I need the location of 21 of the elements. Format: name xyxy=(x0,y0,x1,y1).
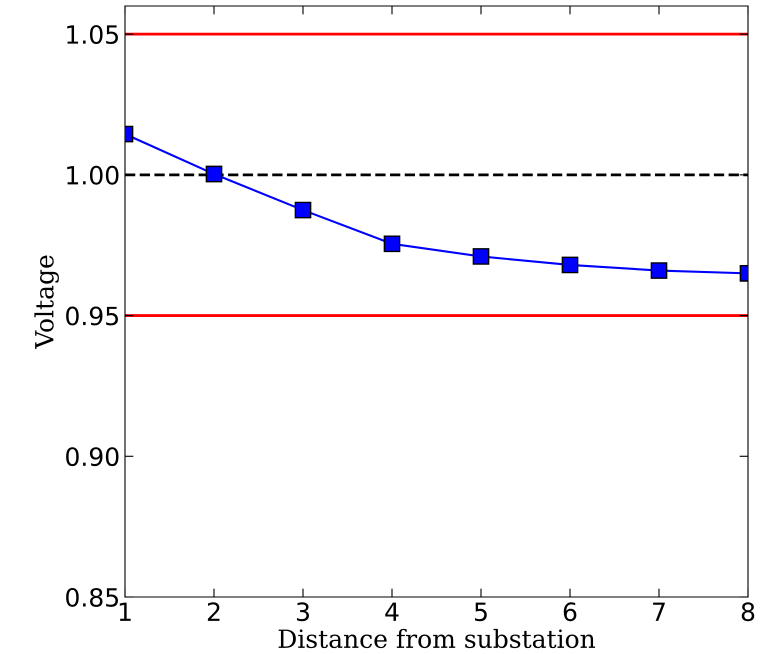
y-tick-label: 1.00 xyxy=(67,166,118,185)
x-tick-label: 1 xyxy=(120,602,131,621)
x-axis-title: Distance from substation xyxy=(278,628,596,648)
point xyxy=(562,256,578,274)
point xyxy=(650,262,668,279)
y-axis-title: Voltage xyxy=(34,255,59,350)
y-tick-label: 0.90 xyxy=(66,447,118,466)
x-tick-label: 3 xyxy=(296,602,309,622)
y-tick-label: 1.05 xyxy=(67,25,118,44)
y-tick-label: 0.85 xyxy=(66,588,118,607)
x-tick-label: 7 xyxy=(653,602,665,621)
point xyxy=(294,202,312,218)
point xyxy=(206,166,222,182)
x-tick-label: 4 xyxy=(385,602,399,621)
point xyxy=(472,248,490,265)
x-tick-label: 6 xyxy=(564,602,576,622)
y-tick-label: 0.95 xyxy=(66,306,118,326)
x-tick-label: 8 xyxy=(742,602,754,622)
x-tick-label: 5 xyxy=(474,602,487,622)
x-tick-label: 2 xyxy=(208,602,220,621)
point xyxy=(384,235,400,252)
